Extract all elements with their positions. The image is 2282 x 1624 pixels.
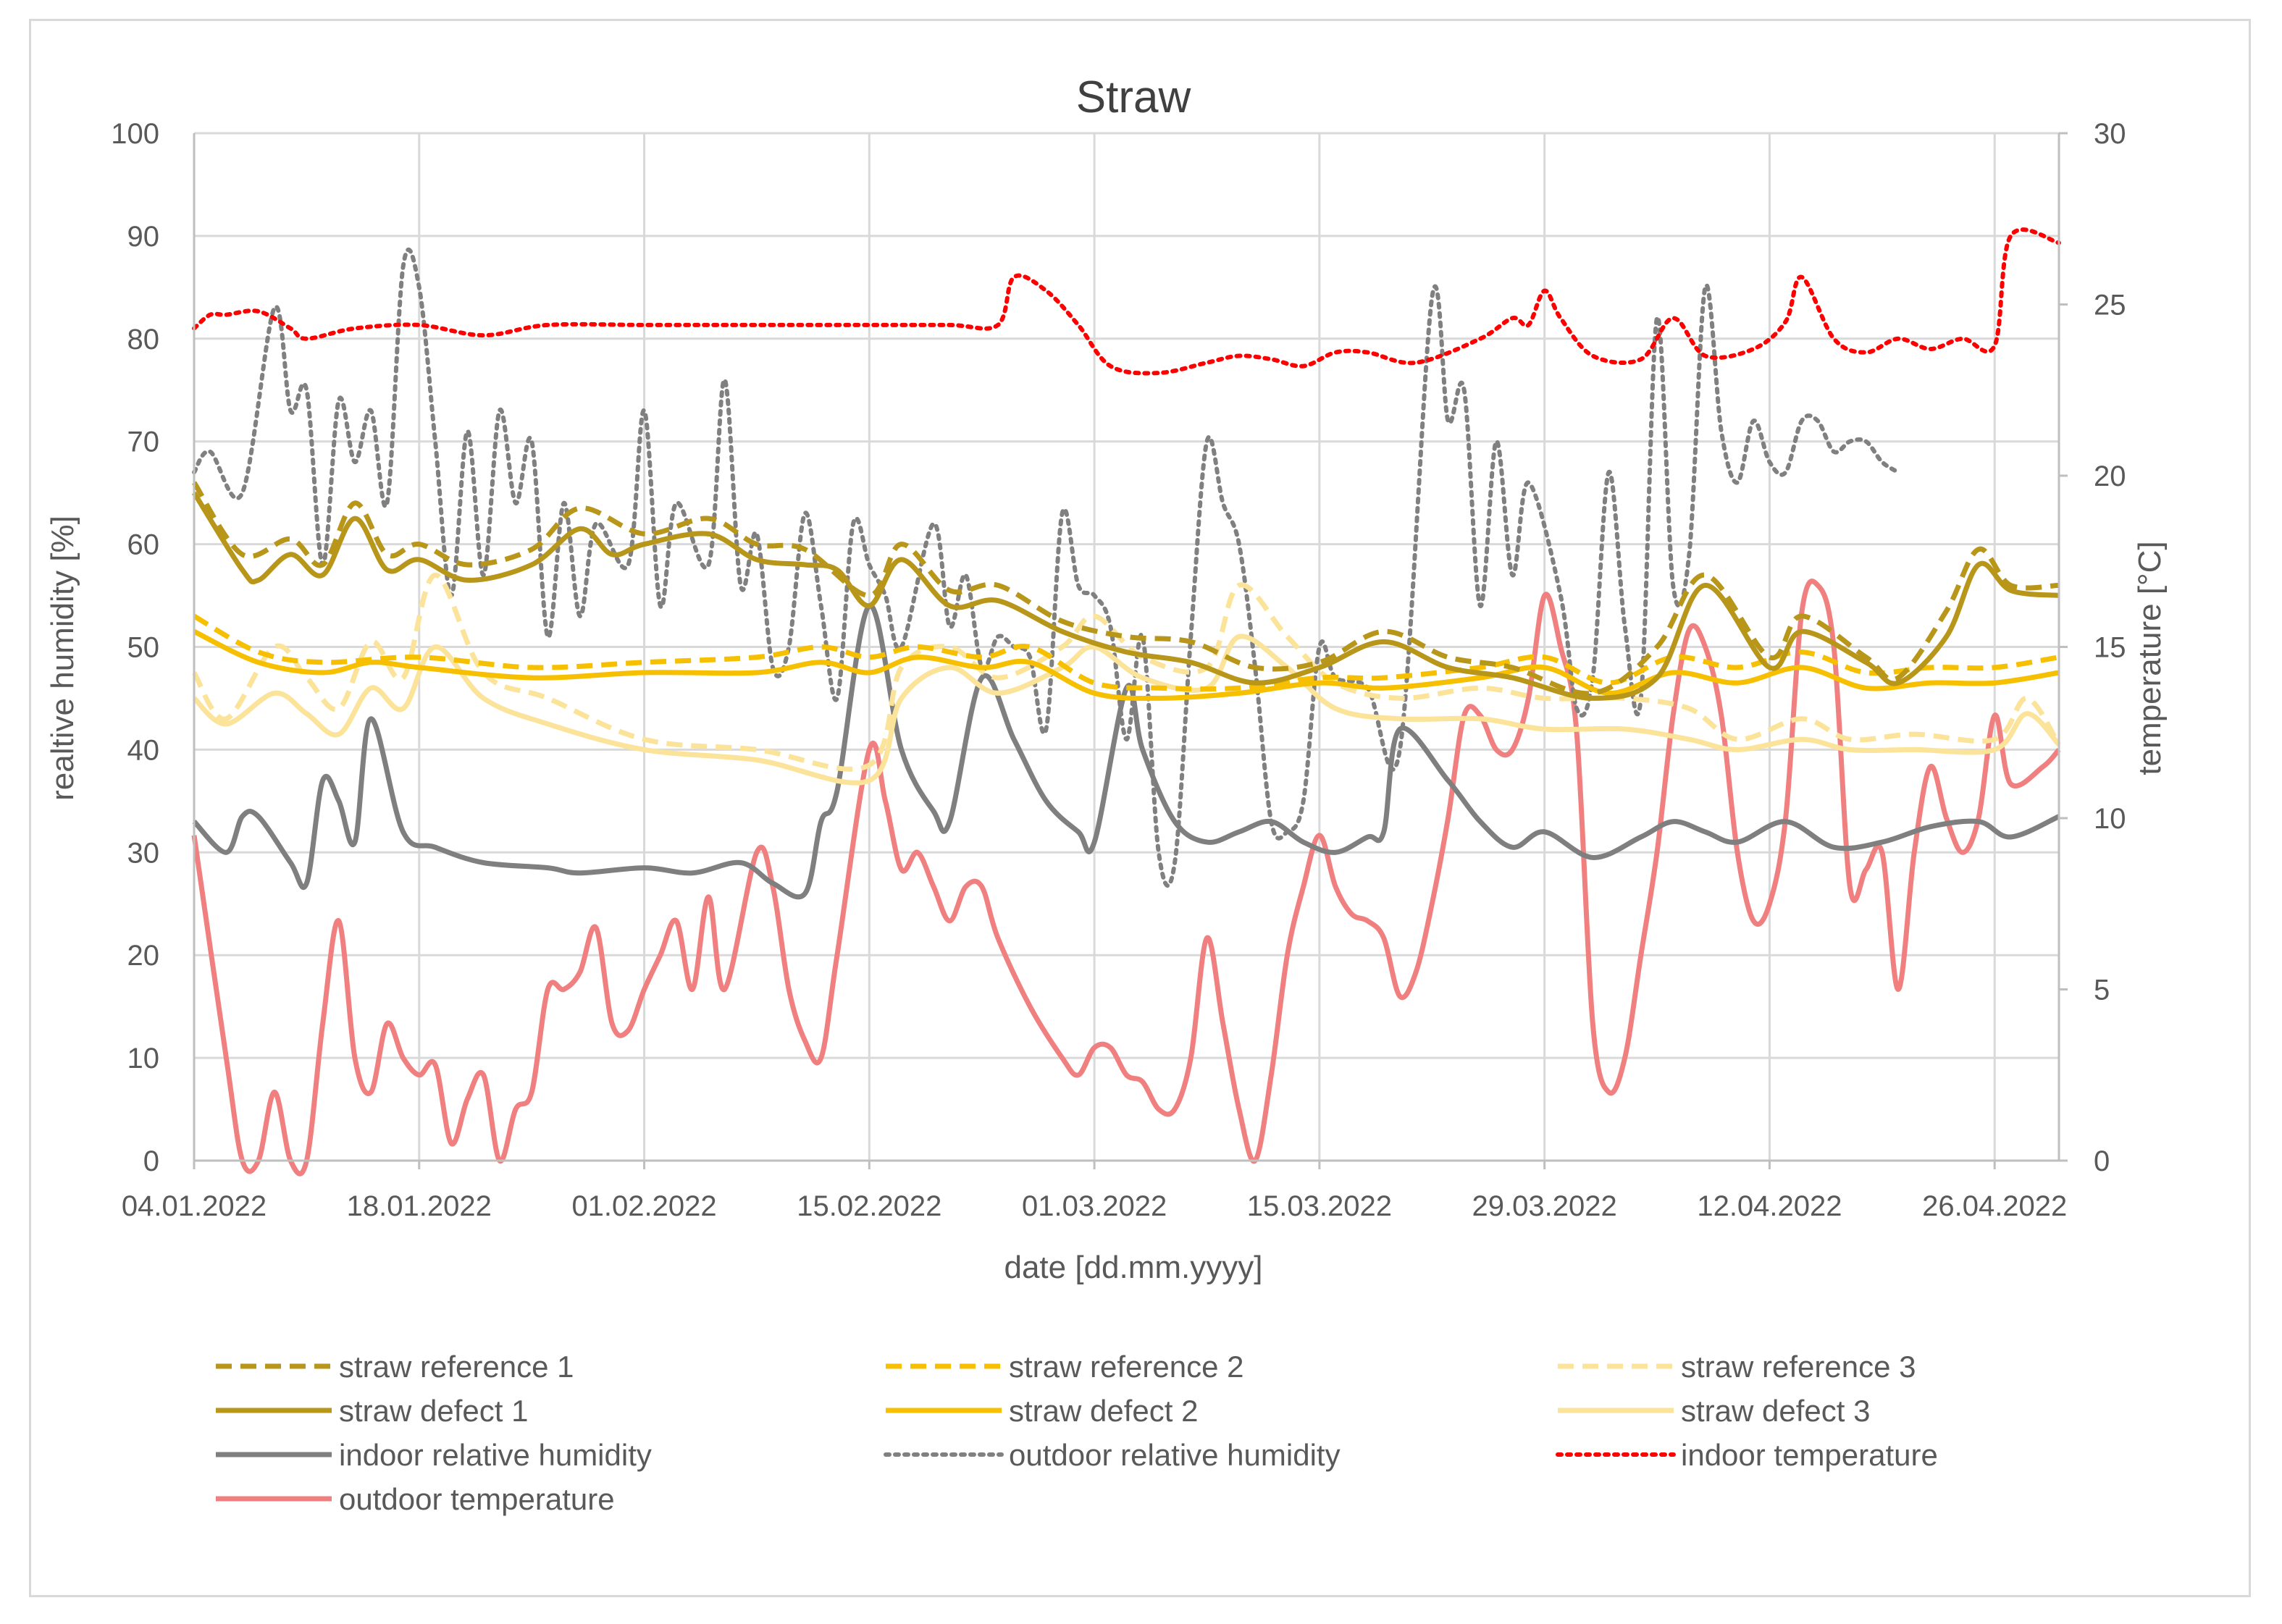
series-line-indoor-temperature bbox=[192, 227, 2061, 376]
x-tick-label: 15.03.2022 bbox=[1247, 1190, 1392, 1222]
legend-label-straw-reference-1: straw reference 1 bbox=[339, 1350, 574, 1384]
chart-title: Straw bbox=[1076, 72, 1191, 122]
legend-label-straw-reference-3: straw reference 3 bbox=[1681, 1350, 1916, 1384]
series-layer bbox=[191, 227, 2061, 1177]
y-left-tick-label: 80 bbox=[127, 324, 160, 355]
chart-frame: 0 10 20 30 40 50 60 70 80 90 100 0 5 10 15 20 25 30 04.01.… bbox=[29, 19, 2251, 1597]
y-left-tick-label: 20 bbox=[127, 940, 160, 972]
y-right-tick-label: 0 bbox=[2094, 1145, 2110, 1177]
series-line-outdoor-temperature bbox=[191, 579, 2061, 1177]
series-line-straw-defect-2 bbox=[193, 629, 2060, 701]
y-right-tick-label: 10 bbox=[2094, 803, 2126, 835]
y-right-tick-label: 5 bbox=[2094, 975, 2110, 1006]
y-left-tick-label: 40 bbox=[127, 734, 160, 766]
legend-label-straw-defect-2: straw defect 2 bbox=[1009, 1394, 1198, 1428]
x-tick-label: 12.04.2022 bbox=[1697, 1190, 1842, 1222]
x-tick-label: 18.01.2022 bbox=[347, 1190, 492, 1222]
series-line-indoor-relative-humidity bbox=[192, 603, 2060, 900]
x-axis-title: date [dd.mm.yyyy] bbox=[1004, 1250, 1262, 1285]
gridlines bbox=[193, 132, 2059, 1162]
x-tick-label: 04.01.2022 bbox=[122, 1190, 267, 1222]
series-line-straw-defect-1 bbox=[192, 491, 2060, 701]
x-tick-label: 26.04.2022 bbox=[1922, 1190, 2067, 1222]
line-chart: 0 10 20 30 40 50 60 70 80 90 100 0 5 10 15 20 25 30 04.01.… bbox=[45, 72, 2168, 1516]
legend: straw reference 1 straw reference 2 straw … bbox=[216, 1350, 1938, 1516]
y-left-tick-label: 10 bbox=[127, 1043, 160, 1074]
y-left-tick-label: 60 bbox=[127, 529, 160, 561]
y-left-tick-label: 0 bbox=[143, 1145, 159, 1177]
legend-label-indoor-relative-humidity: indoor relative humidity bbox=[339, 1438, 652, 1472]
x-tick-label: 15.02.2022 bbox=[797, 1190, 941, 1222]
legend-label-outdoor-temperature: outdoor temperature bbox=[339, 1482, 615, 1516]
axes: 0 10 20 30 40 50 60 70 80 90 100 0 5 10 15 20 25 30 04.01.… bbox=[111, 118, 2126, 1222]
y-axis-right-title: temperature [°C] bbox=[2132, 541, 2168, 775]
x-tick-label: 01.03.2022 bbox=[1022, 1190, 1167, 1222]
y-left-tick-label: 70 bbox=[127, 426, 160, 458]
x-tick-label: 29.03.2022 bbox=[1472, 1190, 1617, 1222]
y-left-tick-label: 100 bbox=[111, 118, 159, 150]
y-left-tick-label: 30 bbox=[127, 837, 160, 869]
y-left-tick-label: 50 bbox=[127, 632, 160, 664]
y-right-tick-label: 20 bbox=[2094, 460, 2126, 492]
y-right-tick-label: 25 bbox=[2094, 290, 2126, 321]
legend-label-outdoor-relative-humidity: outdoor relative humidity bbox=[1009, 1438, 1341, 1472]
legend-label-straw-defect-1: straw defect 1 bbox=[339, 1394, 528, 1428]
y-left-tick-label: 90 bbox=[127, 221, 160, 253]
y-axis-left-title: realtive humidity [%] bbox=[45, 516, 80, 801]
legend-label-straw-defect-3: straw defect 3 bbox=[1681, 1394, 1870, 1428]
legend-label-indoor-temperature: indoor temperature bbox=[1681, 1438, 1938, 1472]
y-right-tick-label: 15 bbox=[2094, 632, 2126, 664]
series-line-outdoor-relative-humidity bbox=[192, 247, 1900, 888]
legend-label-straw-reference-2: straw reference 2 bbox=[1009, 1350, 1243, 1384]
x-tick-label: 01.02.2022 bbox=[571, 1190, 716, 1222]
y-right-tick-label: 30 bbox=[2094, 118, 2126, 150]
series-line-straw-reference-1 bbox=[192, 481, 2060, 697]
series-line-straw-defect-3 bbox=[192, 634, 2061, 786]
